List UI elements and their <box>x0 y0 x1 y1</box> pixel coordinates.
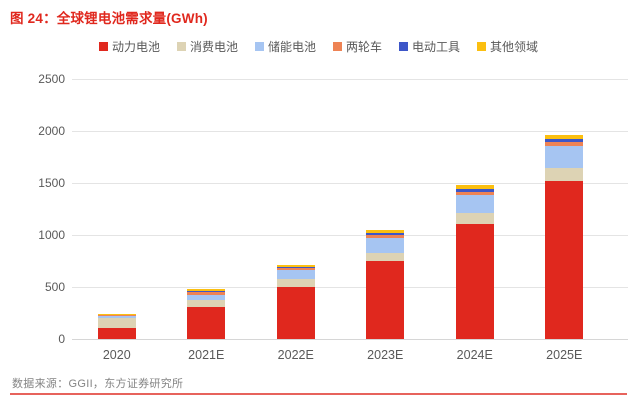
y-axis-tick-label: 2500 <box>38 72 65 86</box>
bar-group-2021E <box>187 288 226 339</box>
bar-segment-consumer-battery <box>545 168 584 181</box>
y-axis-tick-label: 500 <box>44 280 65 294</box>
legend-item-storage-battery: 储能电池 <box>254 38 316 55</box>
bar-segment-power-tools <box>366 232 405 235</box>
gridline-0 <box>72 339 628 340</box>
legend-label: 消费电池 <box>189 40 238 54</box>
bar-segment-power-battery <box>455 224 494 339</box>
bar-group-2024E <box>455 185 494 339</box>
y-axis-tick-label: 1000 <box>38 228 65 242</box>
bar-segment-consumer-battery <box>455 213 494 225</box>
legend-swatch-icon <box>333 42 342 51</box>
y-axis-tick-label: 2000 <box>38 124 65 138</box>
footer-rule <box>10 393 627 395</box>
bar-segment-power-tools <box>276 266 315 268</box>
bar-segment-storage-battery <box>545 146 584 169</box>
legend-label: 其他领域 <box>490 40 539 54</box>
legend-item-power-battery: 动力电池 <box>98 38 160 55</box>
bar-group-2020 <box>97 313 136 339</box>
bar-segment-power-battery <box>366 261 405 339</box>
bar-segment-power-tools <box>545 138 584 142</box>
bar-segment-storage-battery <box>97 316 136 318</box>
y-axis-tick-label: 1500 <box>38 176 65 190</box>
legend-swatch-icon <box>477 42 487 51</box>
legend-label: 两轮车 <box>346 40 383 54</box>
legend-item-two-wheeler: 两轮车 <box>333 38 382 55</box>
bar-segment-other-fields <box>187 288 226 292</box>
bar-segment-storage-battery <box>276 269 315 279</box>
legend-label: 动力电池 <box>111 40 160 54</box>
legend-label: 储能电池 <box>267 40 316 54</box>
bar-segment-two-wheeler <box>276 267 315 270</box>
legend-item-power-tools: 电动工具 <box>399 38 460 55</box>
bar-segment-other-fields <box>455 185 494 190</box>
bar-segment-storage-battery <box>455 195 494 214</box>
gridline-2000 <box>72 131 628 132</box>
legend-item-other-fields: 其他领域 <box>477 38 538 55</box>
bar-segment-power-battery <box>276 287 315 339</box>
x-axis-tick-label: 2020 <box>102 348 131 362</box>
bar-segment-consumer-battery <box>187 299 226 307</box>
bar-group-2025E <box>545 134 584 339</box>
bar-group-2023E <box>366 229 405 339</box>
bar-segment-two-wheeler <box>455 191 494 195</box>
bar-segment-two-wheeler <box>545 141 584 147</box>
bar-segment-other-fields <box>276 265 315 267</box>
legend-swatch-icon <box>98 42 108 51</box>
legend-item-consumer-battery: 消费电池 <box>176 38 238 55</box>
bar-segment-storage-battery <box>187 294 226 300</box>
chart-title: 图 24：全球锂电池需求量(GWh) <box>10 11 208 26</box>
x-axis-tick-label: 2024E <box>456 348 493 362</box>
gridline-2500 <box>72 79 628 80</box>
x-axis-tick-label: 2022E <box>277 348 314 362</box>
gridline-500 <box>72 287 628 288</box>
bar-segment-consumer-battery <box>97 317 136 329</box>
legend-swatch-icon <box>254 42 264 51</box>
chart-legend: 动力电池 消费电池 储能电池 两轮车 电动工具 其他领域 <box>36 38 601 55</box>
bar-segment-other-fields <box>545 134 584 139</box>
y-axis-tick-label: 0 <box>58 332 65 346</box>
bar-segment-other-fields <box>97 313 136 315</box>
bar-group-2022E <box>276 265 315 339</box>
legend-label: 电动工具 <box>412 40 461 54</box>
bar-segment-consumer-battery <box>366 252 405 261</box>
bar-segment-two-wheeler <box>97 315 136 317</box>
bar-segment-two-wheeler <box>187 291 226 295</box>
data-source-note: 数据来源：GGII，东方证券研究所 <box>12 378 184 390</box>
bar-segment-other-fields <box>366 229 405 233</box>
x-axis-tick-label: 2025E <box>546 348 583 362</box>
x-axis-tick-label: 2021E <box>188 348 225 362</box>
x-axis-tick-label: 2023E <box>367 348 404 362</box>
gridline-1500 <box>72 183 628 184</box>
bar-segment-two-wheeler <box>366 234 405 239</box>
bar-segment-power-battery <box>545 180 584 339</box>
legend-swatch-icon <box>176 42 186 51</box>
gridline-1000 <box>72 235 628 236</box>
legend-swatch-icon <box>399 42 409 51</box>
bar-segment-consumer-battery <box>276 278 315 287</box>
bar-segment-storage-battery <box>366 238 405 253</box>
bar-segment-power-tools <box>455 189 494 192</box>
bar-segment-power-battery <box>187 306 226 339</box>
bar-segment-power-battery <box>97 328 136 339</box>
bar-segment-power-tools <box>187 291 226 292</box>
